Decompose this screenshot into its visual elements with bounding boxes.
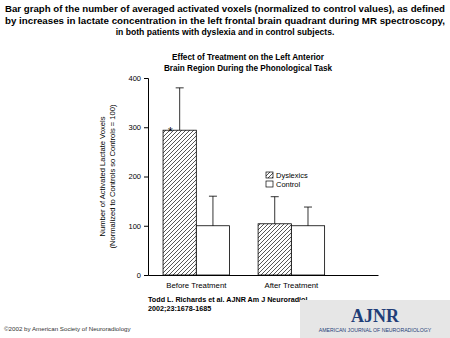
y-tick-label: 200 <box>128 172 141 181</box>
chart-title-line: Effect of Treatment on the Left Anterior <box>172 53 325 62</box>
y-tick: 100 <box>128 222 148 231</box>
citation: Todd L. Richards et al. AJNR Am J Neuror… <box>148 295 307 313</box>
y-tick-label: 0 <box>137 271 141 280</box>
chart-title: Effect of Treatment on the Left Anterior… <box>164 53 333 73</box>
x-axis-line <box>149 275 379 276</box>
copyright: ©2002 by American Society of Neuroradiol… <box>4 325 132 332</box>
legend-label: Dyslexics <box>276 171 308 180</box>
bar <box>291 226 324 275</box>
y-axis-title-line: Number of Activated Lactate Voxels <box>98 116 107 236</box>
error-bar <box>271 197 279 224</box>
caption-line: by increases in lactate concentration in… <box>5 16 445 26</box>
legend-swatch <box>266 181 273 187</box>
y-axis-title: Number of Activated Lactate Voxels(Norma… <box>98 104 117 249</box>
plot-area <box>163 88 325 275</box>
y-tick-mark <box>144 275 148 276</box>
error-bar <box>304 207 312 226</box>
y-tick-label: 300 <box>128 123 141 132</box>
caption: Bar graph of the number of averaged acti… <box>5 4 445 37</box>
annotation: * <box>168 125 173 139</box>
citation-line: 2002;23:1678-1685 <box>148 304 211 313</box>
x-tick-label: After Treatment <box>264 281 319 290</box>
error-bar <box>209 196 217 226</box>
citation-line: Todd L. Richards et al. AJNR Am J Neuror… <box>148 295 307 304</box>
y-tick: 200 <box>128 172 148 181</box>
caption-line: Bar graph of the number of averaged acti… <box>5 4 445 14</box>
bar <box>163 130 196 275</box>
logo-subtitle: AMERICAN JOURNAL OF NEURORADIOLOGY <box>319 327 432 333</box>
x-axis: Before Treatment After Treatment <box>149 275 379 290</box>
bar <box>258 224 291 275</box>
y-tick-label: 100 <box>128 222 141 231</box>
logo-box <box>300 300 450 338</box>
x-tick-label: Before Treatment <box>166 281 227 290</box>
x-tick: Before Treatment <box>166 275 227 290</box>
legend-label: Control <box>276 180 301 189</box>
chart-title-line: Brain Region During the Phonological Tas… <box>164 64 333 73</box>
y-tick-label: 400 <box>128 74 141 83</box>
legend-item: Dyslexics <box>266 171 308 180</box>
x-tick: After Treatment <box>264 275 319 290</box>
y-tick: 0 <box>137 271 148 280</box>
y-tick: 400 <box>128 74 148 83</box>
y-axis-title-line: (Normalized to Controls so Controls = 10… <box>108 104 117 249</box>
logo: AJNR <box>351 306 400 326</box>
legend: DyslexicsControl <box>266 171 308 189</box>
bar <box>196 226 229 275</box>
page: Bar graph of the number of averaged acti… <box>0 0 450 338</box>
legend-item: Control <box>266 180 301 189</box>
y-axis-line <box>144 79 149 276</box>
y-tick-mark <box>144 177 148 178</box>
y-axis: 0 100 200 300 400 <box>128 74 148 280</box>
y-tick-mark <box>144 78 148 79</box>
error-bar <box>176 88 184 130</box>
legend-swatch <box>266 172 273 178</box>
y-tick: 300 <box>128 123 148 132</box>
caption-line: in both patients with dyslexia and in co… <box>116 27 335 37</box>
y-tick-mark <box>144 226 148 227</box>
y-tick-mark <box>144 127 148 128</box>
